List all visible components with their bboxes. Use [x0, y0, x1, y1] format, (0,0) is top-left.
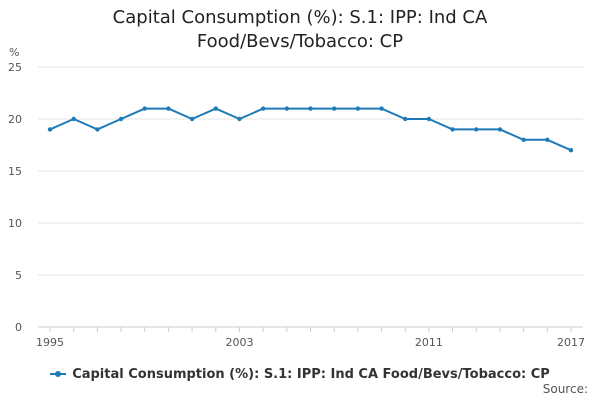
legend: Capital Consumption (%): S.1: IPP: Ind C…	[0, 364, 600, 382]
data-point	[95, 127, 100, 132]
data-point	[284, 106, 290, 111]
chart-title: Capital Consumption (%): S.1: IPP: Ind C…	[0, 6, 600, 54]
data-point	[308, 106, 313, 111]
data-point	[403, 116, 408, 122]
data-point	[142, 106, 147, 111]
y-tick-label: 10	[8, 217, 22, 230]
data-point	[379, 106, 384, 111]
data-point	[497, 127, 503, 132]
x-tick-label: 2017	[557, 336, 585, 349]
x-tick-label: 2011	[415, 336, 443, 349]
data-point	[213, 106, 218, 111]
data-point	[474, 127, 479, 132]
data-point	[71, 116, 76, 122]
data-point	[545, 137, 550, 142]
data-point	[355, 106, 361, 111]
y-tick-label: 15	[8, 165, 22, 178]
data-point	[521, 137, 526, 142]
y-tick-label: 20	[8, 113, 22, 126]
data-point	[260, 106, 266, 111]
chart-title-line-2: Food/Bevs/Tobacco: CP	[196, 31, 404, 52]
source-label: Source:	[542, 382, 588, 396]
data-point	[237, 116, 242, 122]
data-point	[189, 116, 195, 122]
data-point	[568, 148, 574, 153]
legend-swatch-icon	[50, 371, 67, 377]
y-axis-unit-label: %	[9, 46, 19, 59]
y-tick-label: 25	[8, 61, 22, 74]
x-tick-label: 1995	[36, 336, 64, 349]
legend-label: Capital Consumption (%): S.1: IPP: Ind C…	[72, 366, 550, 382]
data-point	[331, 106, 337, 111]
y-tick-label: 0	[15, 321, 22, 334]
y-tick-label: 5	[15, 269, 22, 282]
data-point	[450, 127, 455, 132]
data-point	[166, 106, 171, 111]
data-point	[47, 127, 53, 132]
data-point	[118, 116, 124, 122]
chart-title-line-1: Capital Consumption (%): S.1: IPP: Ind C…	[112, 7, 488, 28]
series-line	[49, 107, 572, 152]
data-point	[426, 116, 432, 122]
legend-item[interactable]: Capital Consumption (%): S.1: IPP: Ind C…	[50, 367, 550, 382]
x-tick-label: 2003	[225, 336, 253, 349]
